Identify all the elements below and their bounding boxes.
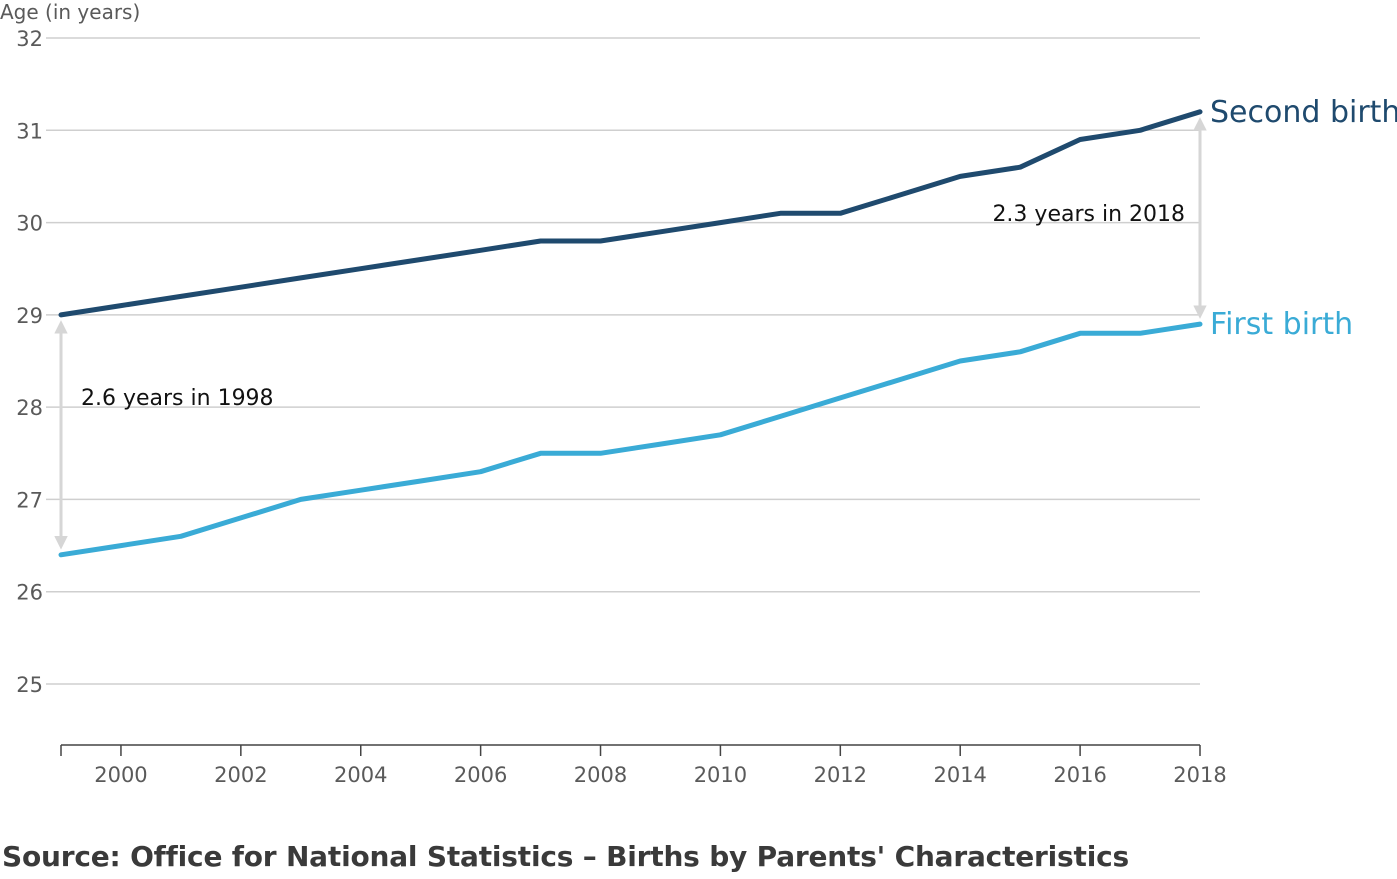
y-tick-label-25: 25 xyxy=(16,673,43,697)
y-tick-label-27: 27 xyxy=(16,488,43,512)
y-tick-label-29: 29 xyxy=(16,304,43,328)
y-axis-title: Age (in years) xyxy=(0,0,141,24)
gridlines xyxy=(46,37,1200,685)
y-tick-label-31: 31 xyxy=(16,119,43,143)
x-tick-label-2002: 2002 xyxy=(214,763,267,787)
x-tick-label-2016: 2016 xyxy=(1053,763,1106,787)
line-chart: 25 26 27 28 29 30 31 32 2000 2002 2004 2006 2008 201… xyxy=(16,27,1397,787)
series-label-second-birth: Second birth xyxy=(1210,95,1397,130)
y-tick-label-32: 32 xyxy=(16,27,43,51)
series-line-second-birth xyxy=(58,109,1203,318)
x-tick-label-2014: 2014 xyxy=(933,763,986,787)
source-note: Source: Office for National Statistics –… xyxy=(2,840,1129,873)
x-tick-label-2010: 2010 xyxy=(694,763,747,787)
x-tick-label-2018: 2018 xyxy=(1173,763,1226,787)
x-tick-label-2000: 2000 xyxy=(94,763,147,787)
annotation-gap-1998: 2.6 years in 1998 xyxy=(81,386,274,411)
y-tick-label-28: 28 xyxy=(16,396,43,420)
annotation-gap-2018: 2.3 years in 2018 xyxy=(992,202,1185,227)
y-axis-tick-labels: 25 26 27 28 29 30 31 32 xyxy=(16,27,43,697)
x-tick-label-2006: 2006 xyxy=(454,763,507,787)
series-label-first-birth: First birth xyxy=(1210,307,1353,342)
x-axis: 2000 2002 2004 2006 2008 2010 2012 2014 2016 2018 xyxy=(60,744,1227,787)
x-tick-label-2012: 2012 xyxy=(814,763,867,787)
x-tick-label-2008: 2008 xyxy=(574,763,627,787)
series-lines xyxy=(58,109,1203,558)
x-tick-label-2004: 2004 xyxy=(334,763,387,787)
gap-arrows xyxy=(54,117,1207,550)
series-labels: Second birth First birth xyxy=(1210,95,1397,342)
annotations: 2.6 years in 1998 2.3 years in 2018 xyxy=(81,202,1185,411)
y-tick-label-26: 26 xyxy=(16,581,43,605)
y-tick-label-30: 30 xyxy=(16,212,43,236)
series-line-first-birth xyxy=(58,321,1203,558)
